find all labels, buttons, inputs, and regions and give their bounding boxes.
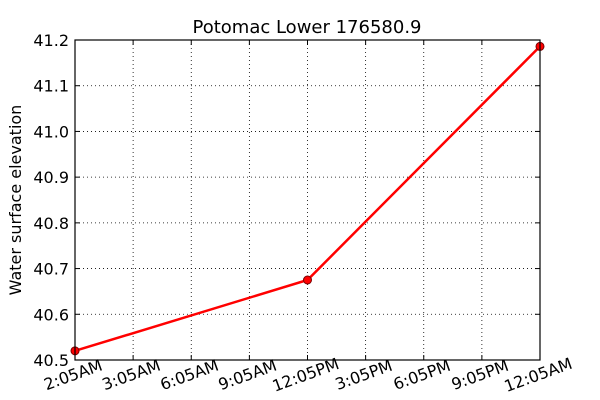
x-tick-label: 3:05PM [333, 356, 395, 394]
ticks: 2:05AM3:05AM6:05AM9:05AM12:05PM3:05PM6:0… [33, 31, 574, 396]
x-tick-label: 6:05AM [158, 356, 222, 395]
y-tick-label: 40.5 [33, 351, 69, 370]
x-tick-label: 9:05PM [449, 356, 511, 394]
x-tick-label: 3:05AM [99, 356, 163, 395]
plot-frame [74, 39, 541, 361]
series [70, 41, 545, 356]
x-tick-label: 6:05PM [391, 356, 453, 394]
y-axis-label: Water surface elevation [6, 105, 25, 296]
y-tick-label: 40.7 [33, 260, 69, 279]
y-tick-label: 40.9 [33, 168, 69, 187]
y-tick-label: 40.6 [33, 305, 69, 324]
y-tick-label: 41.1 [33, 77, 69, 96]
y-tick-label: 40.8 [33, 214, 69, 233]
x-tick-label: 9:05AM [216, 356, 280, 395]
grid [75, 40, 540, 360]
data-point [303, 275, 312, 285]
y-tick-label: 41.0 [33, 122, 69, 141]
chart-title: Potomac Lower 176580.9 [192, 17, 421, 38]
y-tick-label: 41.2 [33, 31, 69, 50]
